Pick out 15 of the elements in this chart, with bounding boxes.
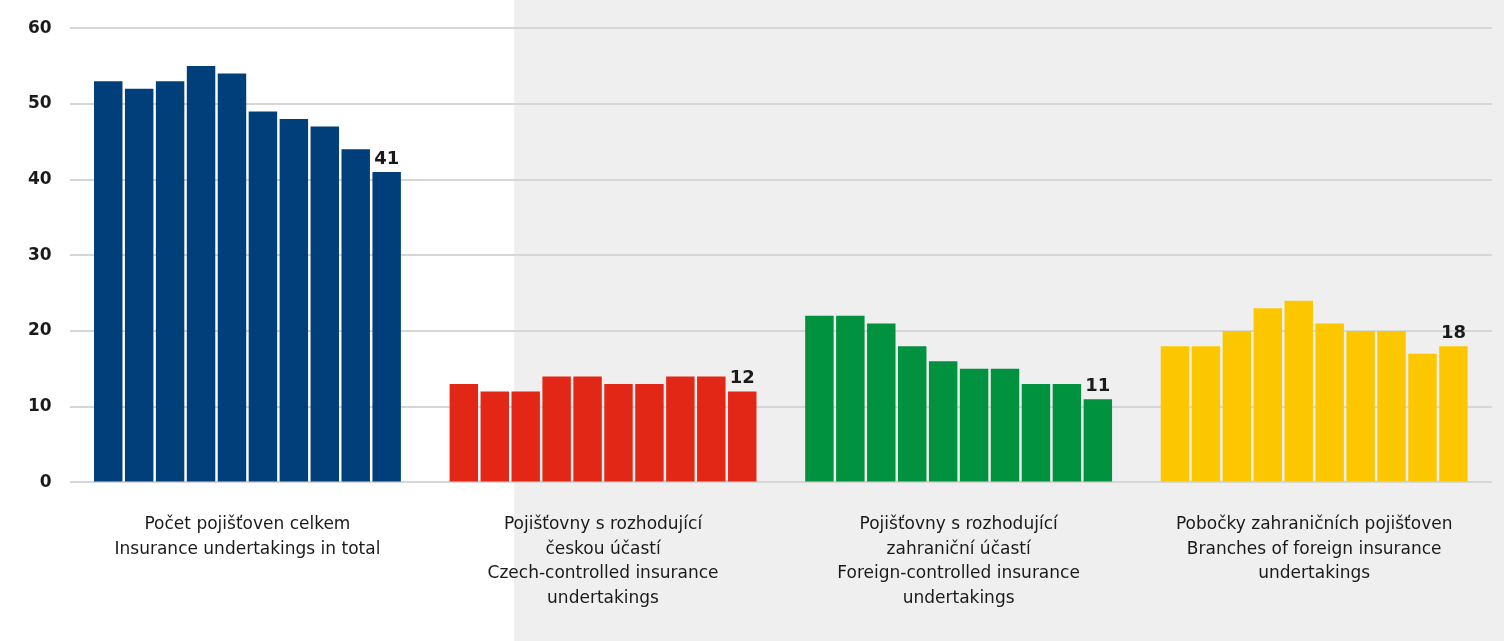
x-tick-label: Počet pojišťoven celkem Insurance undertakings in total [114, 513, 381, 558]
y-tick-label: 10 [27, 395, 52, 416]
y-tick-label: 60 [27, 16, 52, 37]
x-tick-label: Pojišťovny s rozhodující zahraniční účastí Foreign-controlled insurance undertakings [837, 513, 1080, 608]
y-tick-label: 40 [27, 168, 52, 189]
data-label: 11 [1085, 373, 1111, 395]
y-tick-label: 0 [39, 470, 52, 491]
data-label: 12 [729, 366, 755, 388]
y-tick-label: 20 [27, 319, 52, 340]
y-tick-label: 30 [27, 243, 52, 264]
x-tick-label: Pobočky zahraničních pojišťoven Branches of foreign insurance undertakings [1175, 513, 1453, 583]
data-label: 18 [1440, 320, 1466, 342]
x-tick-label: Pojišťovny s rozhodující českou účastí Czech-controlled insurance undertakings [487, 513, 719, 608]
y-tick-label: 50 [27, 92, 52, 113]
data-label: 41 [374, 146, 400, 168]
